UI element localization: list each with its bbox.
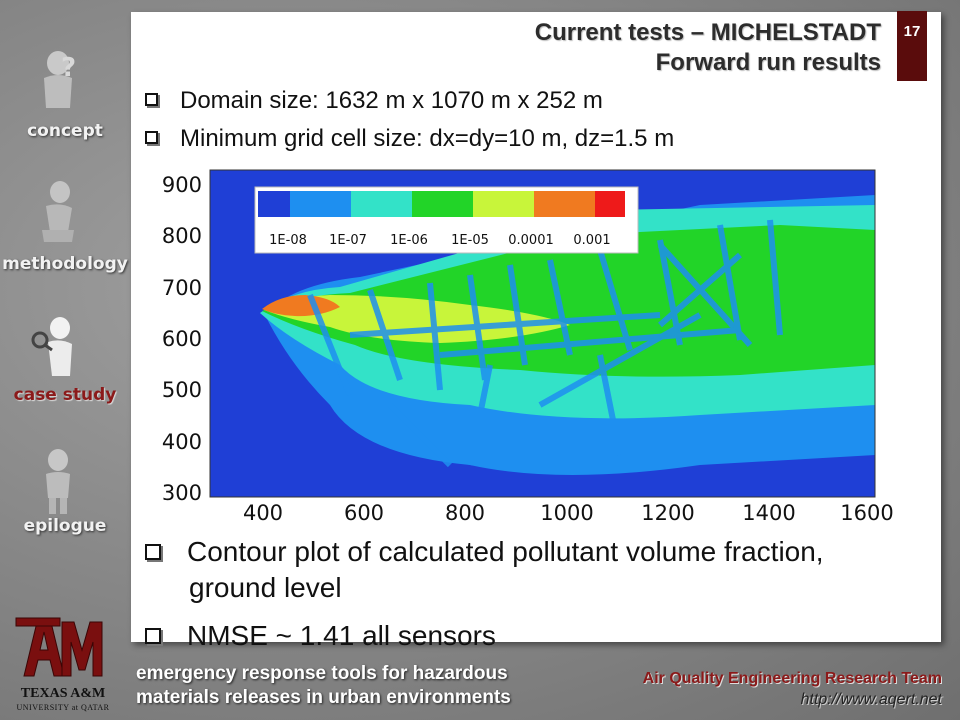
contour-plot: 900 800 700 600 500 400 300 400 600 800 … <box>162 169 894 525</box>
question-figure-icon[interactable]: ? <box>28 48 88 118</box>
y-tick-label: 600 <box>162 327 202 351</box>
logo-text: TEXAS A&M <box>20 686 106 701</box>
checkbox-bullet-icon <box>145 93 158 107</box>
sidebar-item-epilogue[interactable]: epilogue <box>23 516 107 536</box>
legend-label: 1E-05 <box>451 233 489 248</box>
sidebar-item-methodology[interactable]: methodology <box>2 254 128 274</box>
standing-figure-icon[interactable] <box>28 448 88 518</box>
sidebar-item-concept[interactable]: concept <box>27 121 103 141</box>
y-tick-label: 700 <box>162 276 202 300</box>
checkbox-bullet-icon <box>145 543 161 560</box>
footer-credits: Air Quality Engineering Research Team ht… <box>643 668 942 710</box>
legend: 1E-08 1E-07 1E-06 1E-05 0.0001 0.001 <box>254 186 639 254</box>
y-tick-label: 300 <box>162 481 202 505</box>
legend-swatch <box>258 191 290 217</box>
texas-am-logo <box>15 617 103 677</box>
x-tick-label: 1600 <box>840 501 893 525</box>
bullet-domain-size: Domain size: 1632 m x 1070 m x 252 m <box>145 87 603 115</box>
footer-tagline-line-1: emergency response tools for hazardous <box>136 663 508 684</box>
title-line-2: Forward run results <box>655 49 881 76</box>
legend-label: 0.0001 <box>508 233 554 248</box>
legend-swatch <box>473 191 534 217</box>
x-tick-label: 800 <box>445 501 485 525</box>
x-tick-label: 1400 <box>742 501 795 525</box>
bullet-contour-description-cont: ground level <box>189 572 342 603</box>
bullet-nmse: NMSE ~ 1.41 all sensors <box>145 620 496 652</box>
y-axis-ticks: 900 800 700 600 500 400 300 <box>162 173 202 505</box>
team-name: Air Quality Engineering Research Team <box>642 670 942 687</box>
legend-swatch <box>412 191 473 217</box>
x-tick-label: 1000 <box>540 501 593 525</box>
bullet-grid-size: Minimum grid cell size: dx=dy=10 m, dz=1… <box>145 125 674 153</box>
logo-subtext: UNIVERSITY at QATAR <box>16 703 110 712</box>
title-line-1: Current tests – MICHELSTADT <box>534 19 881 46</box>
legend-label: 1E-07 <box>329 233 367 248</box>
svg-text:?: ? <box>61 53 76 83</box>
y-tick-label: 400 <box>162 430 202 454</box>
x-tick-label: 400 <box>243 501 283 525</box>
thinking-figure-icon[interactable] <box>28 180 88 250</box>
sidebar-item-case-study[interactable]: case study <box>13 385 117 405</box>
legend-swatch <box>534 191 595 217</box>
legend-label: 1E-06 <box>390 233 428 248</box>
legend-swatch <box>290 191 351 217</box>
page-number: 17 <box>897 11 927 81</box>
legend-swatch <box>595 191 625 217</box>
y-tick-label: 500 <box>162 378 202 402</box>
x-axis-ticks: 400 600 800 1000 1200 1400 1600 <box>243 501 894 525</box>
x-tick-label: 600 <box>344 501 384 525</box>
legend-swatch <box>351 191 412 217</box>
checkbox-bullet-icon <box>145 627 161 644</box>
legend-label: 1E-08 <box>269 233 307 248</box>
y-tick-label: 800 <box>162 224 202 248</box>
checkbox-bullet-icon <box>145 131 158 145</box>
footer-tagline-line-2: materials releases in urban environments <box>136 687 511 708</box>
slide-title: Current tests – MICHELSTADT Forward run … <box>535 18 881 78</box>
bullet-contour-description: Contour plot of calculated pollutant vol… <box>145 536 824 568</box>
x-tick-label: 1200 <box>641 501 694 525</box>
footer-tagline: emergency response tools for hazardous m… <box>136 662 576 710</box>
legend-label: 0.001 <box>573 233 610 248</box>
team-url-link[interactable]: http://www.aqert.net <box>800 691 942 708</box>
y-tick-label: 900 <box>162 173 202 197</box>
magnifier-figure-icon[interactable] <box>28 316 88 386</box>
